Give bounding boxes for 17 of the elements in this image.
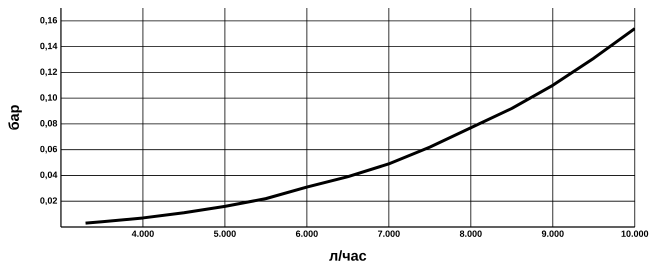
y-tick-label: 0,06 <box>40 146 58 154</box>
y-tick-label: 0,14 <box>40 42 58 50</box>
x-tick-label: 8.000 <box>460 230 482 237</box>
y-tick-label: 0,08 <box>40 120 58 128</box>
x-tick-label: 10.000 <box>622 230 648 237</box>
x-tick-label: 7.000 <box>378 230 400 237</box>
x-axis-title: л/час <box>329 250 366 261</box>
x-tick-label: 4.000 <box>132 230 154 237</box>
y-axis-title: бар <box>8 105 22 130</box>
y-tick-label: 0,12 <box>40 68 58 76</box>
y-tick-label: 0,16 <box>40 17 58 25</box>
x-tick-label: 5.000 <box>214 230 236 237</box>
y-tick-label: 0,02 <box>40 197 58 206</box>
x-tick-label: 6.000 <box>296 230 318 237</box>
y-tick-label: 0,10 <box>40 94 58 102</box>
y-tick-label: 0,04 <box>40 172 58 180</box>
x-tick-label: 9.000 <box>542 230 564 237</box>
